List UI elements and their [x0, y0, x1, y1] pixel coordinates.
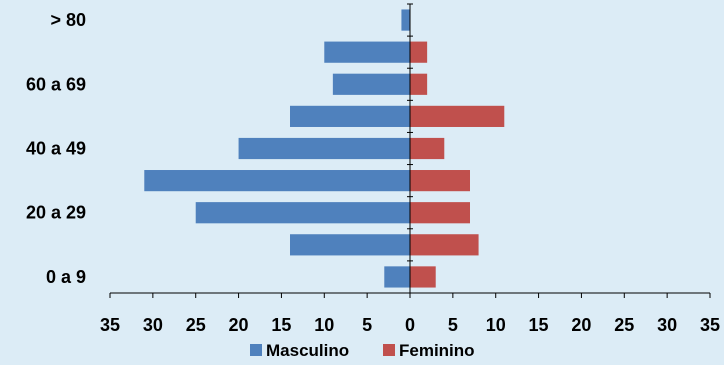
bar-feminino-6 [410, 73, 428, 95]
bar-masculino-1 [290, 234, 410, 256]
bar-masculino-4 [238, 137, 410, 160]
bar-feminino-4 [410, 137, 445, 160]
y-category-label-4: 40 a 49 [26, 139, 86, 159]
legend-label-feminino: Feminino [399, 341, 475, 360]
bar-feminino-3 [410, 170, 470, 192]
bar-masculino-2 [195, 202, 410, 224]
legend: Masculino Feminino [250, 341, 475, 360]
legend-swatch-masculino [250, 344, 262, 356]
bar-feminino-7 [410, 41, 428, 63]
bar-feminino-5 [410, 105, 505, 127]
x-tick-label-3: 20 [229, 315, 249, 335]
y-category-label-6: 60 a 69 [26, 74, 86, 94]
x-tick-label-14: 35 [700, 315, 720, 335]
bar-masculino-0 [384, 266, 410, 288]
x-tick-label-12: 25 [614, 315, 634, 335]
label-layer: 35 30 25 20 15 10 5 0 5 10 15 20 25 30 35 0 a 9 20 a 29 4… [26, 10, 720, 335]
x-tick-label-6: 5 [362, 315, 372, 335]
bar-masculino-6 [332, 73, 410, 95]
x-tick-label-9: 10 [486, 315, 506, 335]
axis-layer [109, 3, 711, 298]
bar-feminino-2 [410, 202, 470, 224]
bars-layer [144, 9, 505, 288]
x-tick-label-1: 30 [143, 315, 163, 335]
x-tick-label-8: 5 [448, 315, 458, 335]
legend-swatch-feminino [383, 344, 395, 356]
legend-label-masculino: Masculino [266, 341, 349, 360]
bar-masculino-5 [290, 105, 410, 127]
bar-feminino-0 [410, 266, 436, 288]
bar-masculino-8 [401, 9, 410, 31]
x-tick-label-10: 15 [529, 315, 549, 335]
bar-masculino-7 [324, 41, 410, 63]
y-category-label-2: 20 a 29 [26, 203, 86, 223]
x-tick-label-7: 0 [405, 315, 415, 335]
bar-masculino-3 [144, 170, 411, 192]
y-category-label-0: 0 a 9 [46, 267, 86, 287]
x-tick-label-11: 20 [571, 315, 591, 335]
x-tick-label-0: 35 [100, 315, 120, 335]
x-tick-label-5: 10 [314, 315, 334, 335]
x-tick-label-2: 25 [186, 315, 206, 335]
x-tick-label-4: 15 [271, 315, 291, 335]
bar-feminino-1 [410, 234, 479, 256]
x-tick-label-13: 30 [657, 315, 677, 335]
y-category-label-8: > 80 [50, 10, 86, 30]
